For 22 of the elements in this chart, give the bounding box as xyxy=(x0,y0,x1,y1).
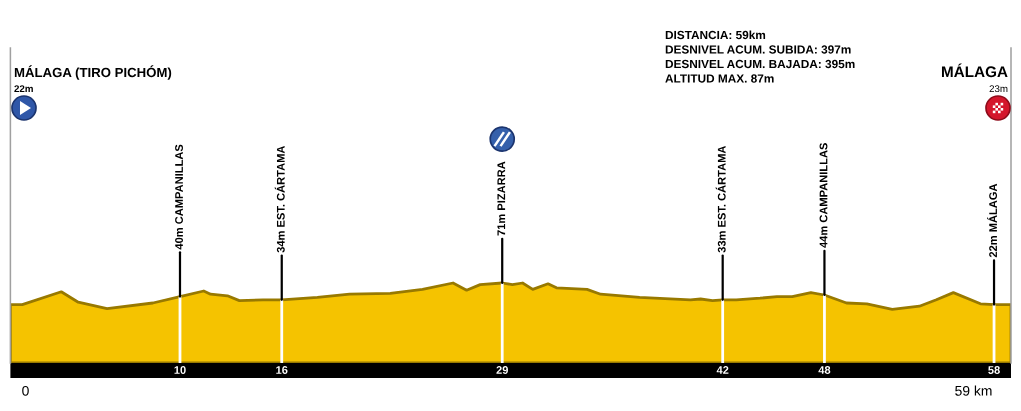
text: 0 xyxy=(22,385,29,396)
x-tick-label: 29 xyxy=(496,366,508,374)
text: MÁLAGA xyxy=(941,63,1008,78)
text: MÁLAGA (TIRO PICHÓM) xyxy=(14,65,172,80)
x-tick-label: 16 xyxy=(276,366,288,374)
text: 23m xyxy=(989,85,1008,93)
x-tick-label: 42 xyxy=(716,366,729,374)
x-tick-label: 58 xyxy=(988,366,1000,374)
x-tick-label: 10 xyxy=(174,366,186,374)
annotation: 22m MÁLAGA xyxy=(987,183,998,258)
annotation: 34m EST. CÁRTAMA xyxy=(274,145,285,253)
annotation: 40m CAMPANILLAS xyxy=(175,144,183,250)
text: 59 km xyxy=(955,385,992,396)
text: ALTITUD MAX. 87m xyxy=(665,74,774,83)
text: DISTANCIA: 59km xyxy=(665,30,766,40)
text: DESNIVEL ACUM. BAJADA: 395m xyxy=(665,59,855,69)
text: 22m xyxy=(14,85,33,92)
annotation: 71m PIZARRA xyxy=(497,161,506,236)
x-tick-label: 48 xyxy=(818,366,831,374)
text: DESNIVEL ACUM. SUBIDA: 397m xyxy=(665,45,851,54)
annotation: 33m EST. CÁRTAMA xyxy=(715,145,726,253)
annotation: 44m CAMPANILLAS xyxy=(819,143,828,248)
